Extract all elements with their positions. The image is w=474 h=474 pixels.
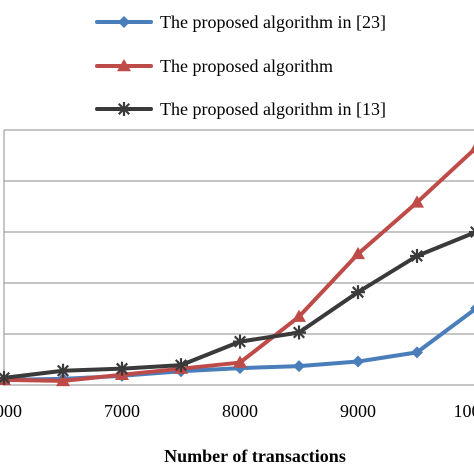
data-point bbox=[115, 361, 129, 376]
legend: The proposed algorithm in [23] The propos… bbox=[95, 12, 386, 119]
legend-label: The proposed algorithm in [23] bbox=[160, 12, 386, 32]
data-point bbox=[411, 346, 423, 359]
series-star bbox=[0, 225, 474, 385]
data-point bbox=[293, 360, 305, 373]
data-point bbox=[469, 144, 474, 154]
legend-marker bbox=[117, 59, 131, 72]
series-lines bbox=[0, 144, 474, 387]
x-tick-label: 6000 bbox=[0, 401, 22, 421]
data-point bbox=[351, 285, 365, 300]
x-tick-label: 10000 bbox=[454, 401, 474, 421]
data-point bbox=[351, 246, 365, 260]
legend-marker bbox=[118, 16, 130, 28]
data-point bbox=[56, 373, 70, 387]
data-point bbox=[56, 363, 70, 378]
x-axis-label: Number of transactions bbox=[164, 446, 346, 466]
data-point bbox=[174, 358, 188, 373]
data-point bbox=[0, 370, 11, 385]
legend-entry: The proposed algorithm bbox=[95, 56, 333, 76]
x-tick-labels: 6000 7000 8000 9000 10000 bbox=[0, 401, 474, 421]
legend-entry: The proposed algorithm in [13] bbox=[95, 99, 386, 119]
data-point bbox=[233, 334, 247, 349]
legend-marker bbox=[117, 102, 131, 116]
data-point bbox=[292, 309, 306, 322]
data-point bbox=[410, 195, 424, 208]
legend-label: The proposed algorithm in [13] bbox=[160, 99, 386, 119]
data-point bbox=[410, 248, 424, 263]
legend-entry: The proposed algorithm in [23] bbox=[95, 12, 386, 32]
x-tick-label: 9000 bbox=[340, 401, 376, 421]
x-tick-label: 7000 bbox=[104, 401, 140, 421]
data-point bbox=[470, 304, 474, 313]
data-point bbox=[292, 325, 306, 340]
gridlines bbox=[4, 129, 474, 335]
data-point bbox=[233, 355, 247, 368]
data-point bbox=[469, 225, 474, 239]
data-point bbox=[352, 355, 364, 368]
x-tick-label: 8000 bbox=[222, 401, 258, 421]
legend-label: The proposed algorithm bbox=[160, 56, 333, 76]
